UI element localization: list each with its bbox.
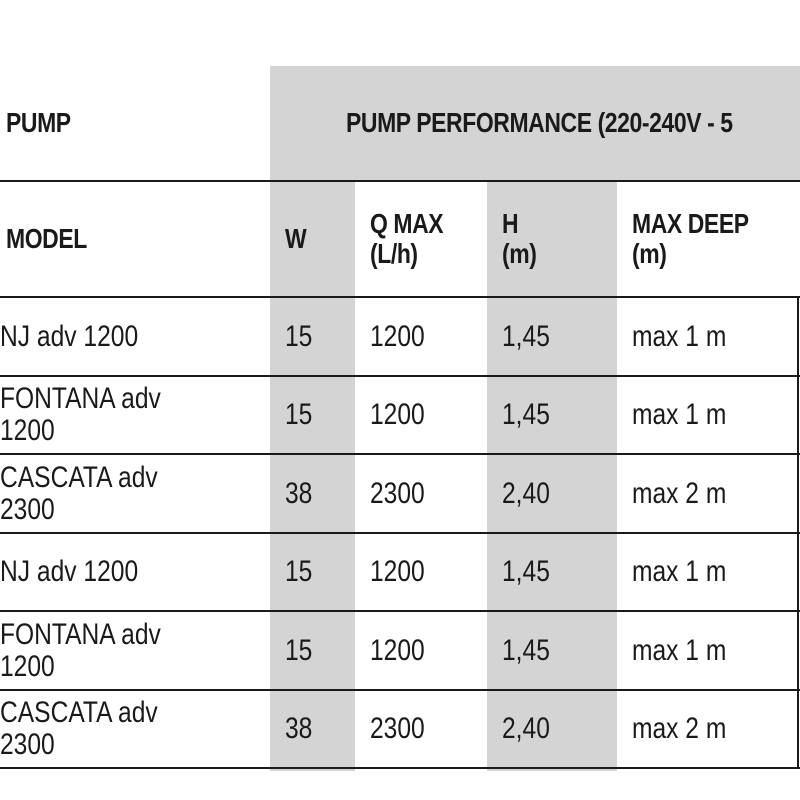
table-cell-w: 15 [285,633,313,667]
table-cell-q-max: 1200 [370,319,425,353]
table-cell-max-deep: max 1 m [632,555,727,588]
table-cell-q-max: 2300 [370,476,425,510]
rule-row-5 [0,689,800,691]
table-cell-h: 1,45 [502,398,550,431]
table-cell-h: 1,45 [502,319,550,353]
w-column-shade [270,181,355,771]
rule-row-1 [0,375,800,377]
table-cell-model: CASCATA adv 2300 [0,696,158,761]
rule-row-4 [0,610,800,612]
table-cell-h: 2,40 [502,476,550,510]
rule-row-2 [0,453,800,455]
table-cell-w: 38 [285,712,313,745]
rule-below-column-header [0,296,800,298]
table-cell-w: 15 [285,319,313,353]
model-column-header: MODEL [6,223,87,254]
table-cell-q-max: 1200 [370,398,425,431]
table-cell-model: NJ adv 1200 [0,319,139,353]
right-column-divider [797,297,799,769]
table-cell-h: 1,45 [502,633,550,667]
table-cell-max-deep: max 1 m [632,319,727,353]
table-cell-w: 15 [285,555,313,588]
table-cell-max-deep: max 2 m [632,712,727,745]
table-cell-model: CASCATA adv 2300 [0,460,158,526]
q-max-column-header: Q MAX (L/h) [370,208,444,269]
w-column-header: W [285,223,307,254]
table-cell-model: NJ adv 1200 [0,555,139,588]
table-cell-w: 15 [285,398,313,431]
table-cell-w: 38 [285,476,313,510]
max-deep-column-header: MAX DEEP (m) [632,208,749,269]
table-cell-model: FONTANA adv 1200 [0,382,161,447]
h-column-shade [487,181,617,771]
performance-group-header: PUMP PERFORMANCE (220-240V - 5 [346,107,733,138]
performance-header-shade [270,66,800,181]
table-cell-max-deep: max 1 m [632,398,727,431]
rule-below-group-header [0,180,800,182]
table-cell-h: 2,40 [502,712,550,745]
table-cell-max-deep: max 2 m [632,476,727,510]
table-cell-model: FONTANA adv 1200 [0,617,161,683]
pump-group-header: PUMP [6,107,71,138]
table-cell-max-deep: max 1 m [632,633,727,667]
table-cell-q-max: 1200 [370,555,425,588]
h-column-header: H (m) [502,208,537,269]
table-cell-q-max: 1200 [370,633,425,667]
rule-row-3 [0,532,800,534]
rule-row-6 [0,767,800,769]
table-cell-h: 1,45 [502,555,550,588]
table-cell-q-max: 2300 [370,712,425,745]
